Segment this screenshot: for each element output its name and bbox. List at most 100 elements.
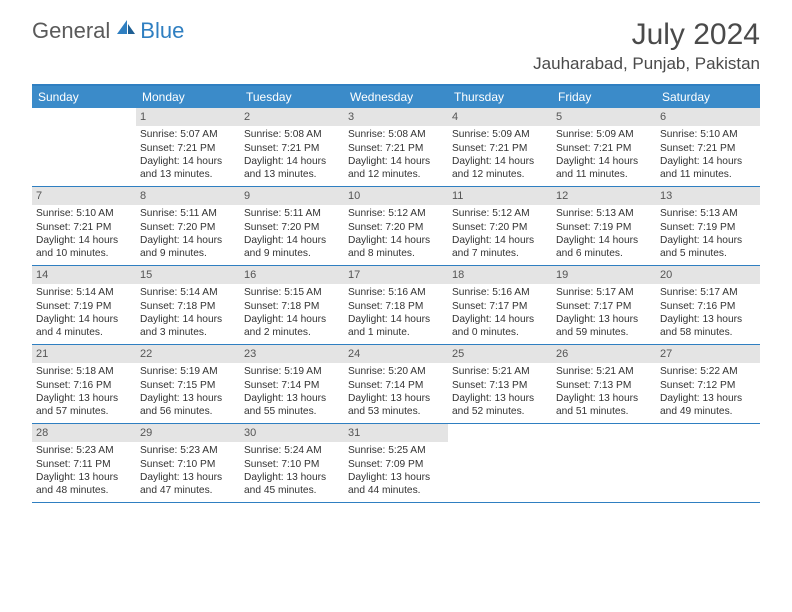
sunrise-value: 5:07 AM bbox=[180, 129, 217, 140]
daylight-line: Daylight: 13 hours and 45 minutes. bbox=[244, 471, 340, 498]
week-row: 7Sunrise: 5:10 AMSunset: 7:21 PMDaylight… bbox=[32, 187, 760, 266]
day-body bbox=[32, 126, 136, 132]
logo: General Blue bbox=[32, 18, 184, 44]
daylight-label: Daylight: bbox=[36, 472, 78, 483]
sunset-line: Sunset: 7:17 PM bbox=[452, 300, 548, 313]
day-body: Sunrise: 5:18 AMSunset: 7:16 PMDaylight:… bbox=[32, 363, 136, 422]
day-body: Sunrise: 5:17 AMSunset: 7:16 PMDaylight:… bbox=[656, 284, 760, 343]
sunrise-value: 5:21 AM bbox=[492, 366, 529, 377]
day-number: 25 bbox=[448, 345, 552, 363]
sunrise-line: Sunrise: 5:13 AM bbox=[556, 207, 652, 220]
sunrise-label: Sunrise: bbox=[244, 445, 284, 456]
sunrise-line: Sunrise: 5:16 AM bbox=[452, 286, 548, 299]
sunrise-label: Sunrise: bbox=[348, 129, 388, 140]
day-header-tuesday: Tuesday bbox=[240, 86, 344, 108]
sunrise-value: 5:18 AM bbox=[76, 366, 113, 377]
day-number: 9 bbox=[240, 187, 344, 205]
day-cell: 13Sunrise: 5:13 AMSunset: 7:19 PMDayligh… bbox=[656, 187, 760, 265]
sunrise-line: Sunrise: 5:10 AM bbox=[36, 207, 132, 220]
sunrise-line: Sunrise: 5:20 AM bbox=[348, 365, 444, 378]
sunrise-label: Sunrise: bbox=[36, 366, 76, 377]
day-cell: 22Sunrise: 5:19 AMSunset: 7:15 PMDayligh… bbox=[136, 345, 240, 423]
day-body: Sunrise: 5:09 AMSunset: 7:21 PMDaylight:… bbox=[552, 126, 656, 185]
sunset-value: 7:10 PM bbox=[281, 459, 319, 470]
sunrise-value: 5:09 AM bbox=[596, 129, 633, 140]
day-body: Sunrise: 5:23 AMSunset: 7:11 PMDaylight:… bbox=[32, 442, 136, 501]
daylight-label: Daylight: bbox=[244, 235, 286, 246]
sunrise-value: 5:17 AM bbox=[700, 287, 737, 298]
day-body: Sunrise: 5:20 AMSunset: 7:14 PMDaylight:… bbox=[344, 363, 448, 422]
daylight-label: Daylight: bbox=[36, 314, 78, 325]
day-number: 12 bbox=[552, 187, 656, 205]
daylight-line: Daylight: 13 hours and 59 minutes. bbox=[556, 313, 652, 340]
day-cell: 21Sunrise: 5:18 AMSunset: 7:16 PMDayligh… bbox=[32, 345, 136, 423]
daylight-label: Daylight: bbox=[660, 314, 702, 325]
sunrise-line: Sunrise: 5:24 AM bbox=[244, 444, 340, 457]
sunset-value: 7:16 PM bbox=[697, 301, 735, 312]
sunrise-line: Sunrise: 5:17 AM bbox=[660, 286, 756, 299]
daylight-label: Daylight: bbox=[660, 393, 702, 404]
sunrise-label: Sunrise: bbox=[36, 287, 76, 298]
daylight-line: Daylight: 14 hours and 6 minutes. bbox=[556, 234, 652, 261]
daylight-line: Daylight: 14 hours and 9 minutes. bbox=[244, 234, 340, 261]
sunrise-line: Sunrise: 5:09 AM bbox=[452, 128, 548, 141]
sunrise-line: Sunrise: 5:11 AM bbox=[140, 207, 236, 220]
day-cell: 29Sunrise: 5:23 AMSunset: 7:10 PMDayligh… bbox=[136, 424, 240, 502]
day-body: Sunrise: 5:24 AMSunset: 7:10 PMDaylight:… bbox=[240, 442, 344, 501]
day-number: 16 bbox=[240, 266, 344, 284]
daylight-line: Daylight: 14 hours and 13 minutes. bbox=[140, 155, 236, 182]
sunrise-label: Sunrise: bbox=[556, 208, 596, 219]
week-row: 1Sunrise: 5:07 AMSunset: 7:21 PMDaylight… bbox=[32, 108, 760, 187]
sunset-label: Sunset: bbox=[36, 459, 73, 470]
sunset-value: 7:18 PM bbox=[177, 301, 215, 312]
day-number: 23 bbox=[240, 345, 344, 363]
daylight-line: Daylight: 14 hours and 0 minutes. bbox=[452, 313, 548, 340]
sunset-line: Sunset: 7:21 PM bbox=[452, 142, 548, 155]
location: Jauharabad, Punjab, Pakistan bbox=[533, 54, 760, 74]
sunset-value: 7:16 PM bbox=[73, 380, 111, 391]
sunset-line: Sunset: 7:18 PM bbox=[140, 300, 236, 313]
day-body bbox=[448, 442, 552, 448]
sunrise-label: Sunrise: bbox=[140, 287, 180, 298]
day-number: 27 bbox=[656, 345, 760, 363]
day-number: 11 bbox=[448, 187, 552, 205]
day-number: 19 bbox=[552, 266, 656, 284]
sunset-value: 7:14 PM bbox=[385, 380, 423, 391]
day-header-wednesday: Wednesday bbox=[344, 86, 448, 108]
sunset-value: 7:11 PM bbox=[73, 459, 110, 470]
week-row: 14Sunrise: 5:14 AMSunset: 7:19 PMDayligh… bbox=[32, 266, 760, 345]
sunset-label: Sunset: bbox=[36, 380, 73, 391]
sunset-label: Sunset: bbox=[452, 143, 489, 154]
day-cell: 23Sunrise: 5:19 AMSunset: 7:14 PMDayligh… bbox=[240, 345, 344, 423]
day-cell: 2Sunrise: 5:08 AMSunset: 7:21 PMDaylight… bbox=[240, 108, 344, 186]
sunrise-value: 5:13 AM bbox=[700, 208, 737, 219]
week-row: 28Sunrise: 5:23 AMSunset: 7:11 PMDayligh… bbox=[32, 424, 760, 503]
sunset-value: 7:18 PM bbox=[385, 301, 423, 312]
day-number: 14 bbox=[32, 266, 136, 284]
daylight-line: Daylight: 14 hours and 1 minute. bbox=[348, 313, 444, 340]
logo-sail-icon bbox=[115, 18, 137, 41]
day-cell bbox=[32, 108, 136, 186]
day-cell: 16Sunrise: 5:15 AMSunset: 7:18 PMDayligh… bbox=[240, 266, 344, 344]
daylight-label: Daylight: bbox=[348, 393, 390, 404]
day-number: 31 bbox=[344, 424, 448, 442]
day-body: Sunrise: 5:09 AMSunset: 7:21 PMDaylight:… bbox=[448, 126, 552, 185]
sunrise-line: Sunrise: 5:14 AM bbox=[36, 286, 132, 299]
day-body: Sunrise: 5:16 AMSunset: 7:18 PMDaylight:… bbox=[344, 284, 448, 343]
daylight-line: Daylight: 13 hours and 47 minutes. bbox=[140, 471, 236, 498]
sunrise-line: Sunrise: 5:16 AM bbox=[348, 286, 444, 299]
sunrise-label: Sunrise: bbox=[556, 366, 596, 377]
day-cell: 7Sunrise: 5:10 AMSunset: 7:21 PMDaylight… bbox=[32, 187, 136, 265]
sunrise-value: 5:08 AM bbox=[388, 129, 425, 140]
day-body: Sunrise: 5:13 AMSunset: 7:19 PMDaylight:… bbox=[552, 205, 656, 264]
daylight-line: Daylight: 14 hours and 4 minutes. bbox=[36, 313, 132, 340]
day-body: Sunrise: 5:12 AMSunset: 7:20 PMDaylight:… bbox=[448, 205, 552, 264]
day-number: 20 bbox=[656, 266, 760, 284]
daylight-label: Daylight: bbox=[348, 314, 390, 325]
sunrise-line: Sunrise: 5:11 AM bbox=[244, 207, 340, 220]
sunset-label: Sunset: bbox=[244, 222, 281, 233]
sunrise-line: Sunrise: 5:09 AM bbox=[556, 128, 652, 141]
sunrise-value: 5:21 AM bbox=[596, 366, 633, 377]
sunrise-value: 5:08 AM bbox=[284, 129, 321, 140]
sunrise-value: 5:23 AM bbox=[76, 445, 113, 456]
